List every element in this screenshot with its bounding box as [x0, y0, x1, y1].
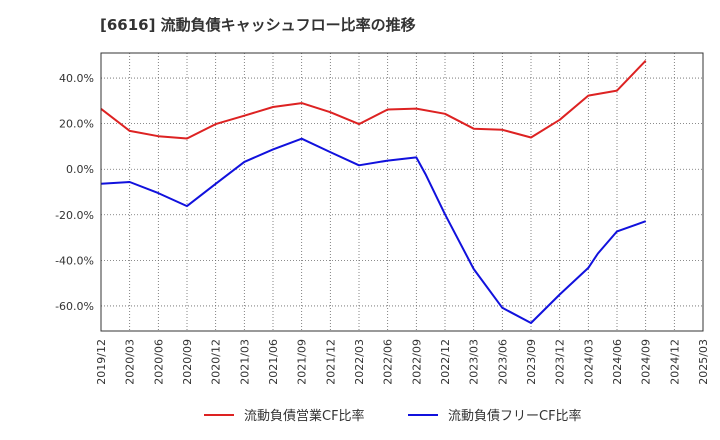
x-tick-label: 2023/12 [554, 339, 567, 385]
y-tick-label: -20.0% [55, 209, 94, 222]
y-tick-label: 20.0% [59, 118, 94, 131]
y-tick-label: 0.0% [66, 163, 94, 176]
x-tick-label: 2022/06 [382, 339, 395, 385]
x-tick-label: 2020/03 [124, 339, 137, 385]
x-tick-label: 2022/03 [353, 339, 366, 385]
x-tick-label: 2020/06 [152, 339, 165, 385]
x-tick-label: 2023/09 [525, 339, 538, 385]
legend-label-2: 流動負債フリーCF比率 [448, 408, 582, 424]
series-line-2 [100, 137, 647, 324]
x-tick-label: 2020/09 [181, 339, 194, 385]
x-tick-label: 2025/03 [697, 339, 710, 385]
x-tick-label: 2024/06 [611, 339, 624, 385]
x-tick-label: 2021/12 [324, 339, 337, 385]
chart-title: [6616] 流動負債キャッシュフロー比率の推移 [100, 16, 416, 34]
legend: 流動負債営業CF比率 流動負債フリーCF比率 [204, 408, 582, 424]
series-lines [100, 60, 647, 324]
plot-frame [100, 52, 704, 332]
x-tick-label: 2021/06 [267, 339, 280, 385]
x-tick-label: 2024/09 [640, 339, 653, 385]
x-tick-label: 2022/09 [410, 339, 423, 385]
y-axis-ticks: 40.0% 20.0% 0.0% -20.0% -40.0% -60.0% [55, 72, 94, 313]
x-tick-label: 2022/12 [439, 339, 452, 385]
grid [100, 53, 704, 331]
x-tick-label: 2024/12 [668, 339, 681, 385]
series-line-1 [100, 60, 647, 140]
y-tick-label: -60.0% [55, 300, 94, 313]
y-tick-label: 40.0% [59, 72, 94, 85]
x-tick-label: 2021/03 [238, 339, 251, 385]
x-tick-label: 2020/12 [210, 339, 223, 385]
x-tick-label: 2023/06 [496, 339, 509, 385]
y-tick-label: -40.0% [55, 254, 94, 267]
x-tick-label: 2023/03 [468, 339, 481, 385]
x-tick-label: 2021/09 [296, 339, 309, 385]
x-tick-label: 2019/12 [95, 339, 108, 385]
x-tick-label: 2024/03 [582, 339, 595, 385]
legend-label-1: 流動負債営業CF比率 [244, 408, 365, 424]
x-axis-ticks: 2019/12 2020/03 2020/06 2020/09 2020/12 2021/… [95, 339, 710, 385]
